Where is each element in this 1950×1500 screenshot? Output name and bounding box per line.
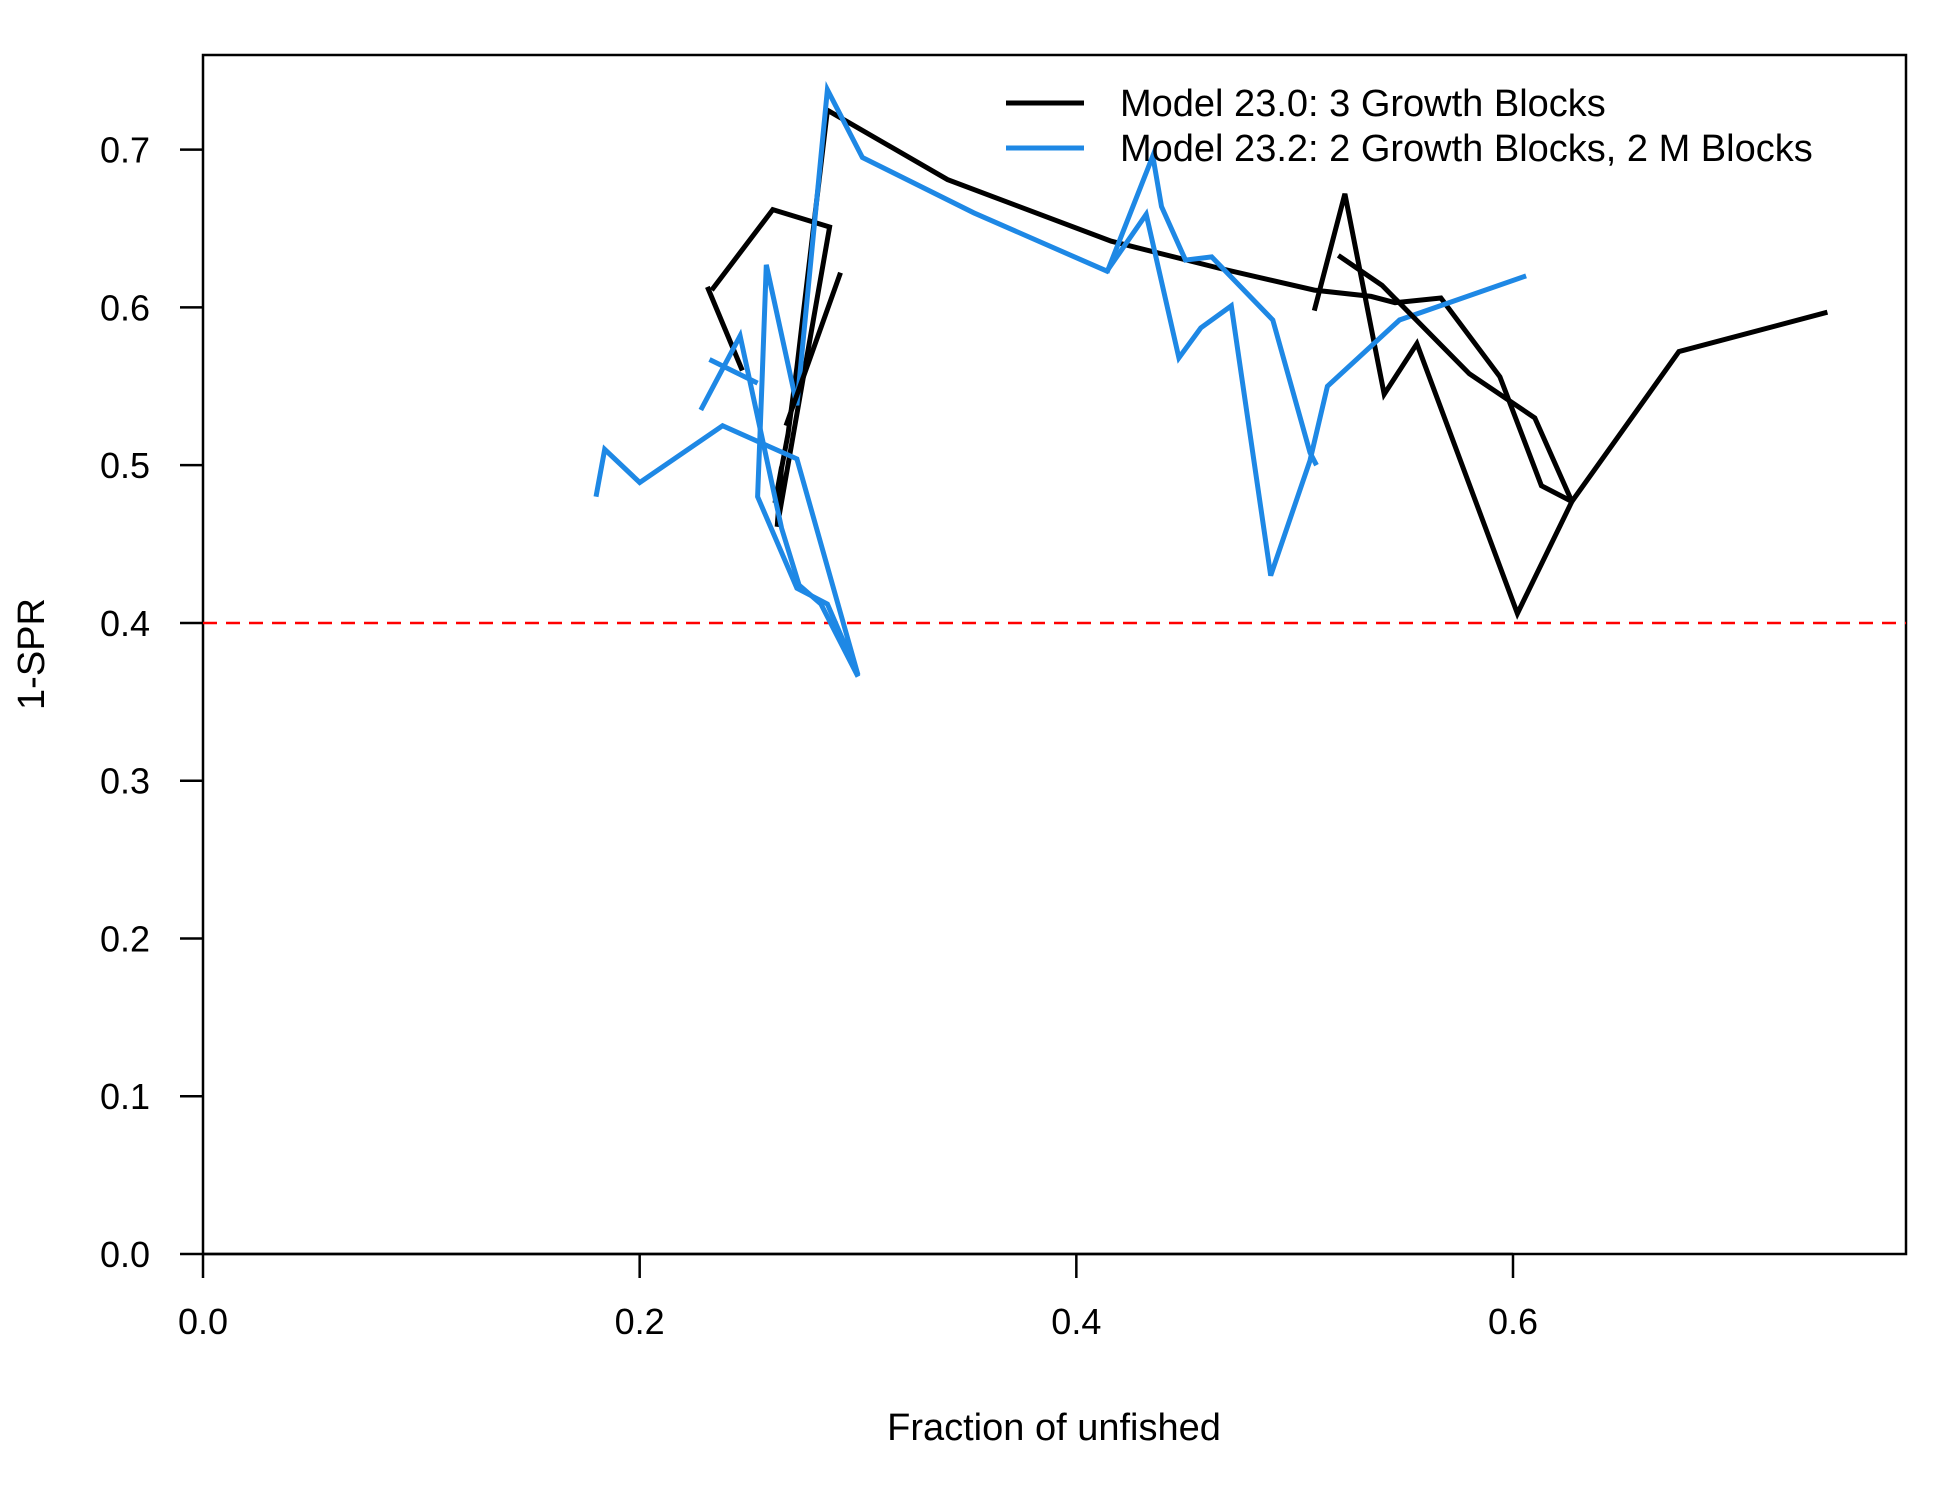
x-tick-label: 0.0 bbox=[178, 1301, 228, 1342]
series-line-6 bbox=[1104, 146, 1319, 467]
x-axis-label: Fraction of unfished bbox=[887, 1407, 1221, 1449]
y-tick-label: 0.1 bbox=[100, 1076, 150, 1117]
y-tick-label: 0.2 bbox=[100, 918, 150, 959]
y-tick-label: 0.6 bbox=[100, 287, 150, 328]
plot-frame bbox=[201, 53, 1908, 1256]
series-line-7 bbox=[698, 328, 861, 678]
series-line-8 bbox=[708, 357, 759, 386]
y-tick-label: 0.0 bbox=[100, 1234, 150, 1275]
legend-label: Model 23.0: 3 Growth Blocks bbox=[1120, 83, 1606, 125]
series-line-1 bbox=[709, 106, 1576, 620]
series-line-3 bbox=[705, 285, 745, 372]
legend-label: Model 23.2: 2 Growth Blocks, 2 M Blocks bbox=[1120, 128, 1813, 170]
x-tick-label: 0.2 bbox=[615, 1301, 665, 1342]
y-tick-label: 0.5 bbox=[100, 445, 150, 486]
series-line-4 bbox=[783, 271, 843, 427]
y-tick-label: 0.4 bbox=[100, 603, 150, 644]
x-tick-label: 0.6 bbox=[1488, 1301, 1538, 1342]
y-axis-label: 1-SPR bbox=[11, 598, 53, 710]
y-tick-label: 0.3 bbox=[100, 761, 150, 802]
series-line-2 bbox=[593, 81, 1527, 676]
y-tick-label: 0.7 bbox=[100, 130, 150, 171]
x-tick-label: 0.4 bbox=[1051, 1301, 1101, 1342]
series-line-5 bbox=[1336, 253, 1829, 507]
